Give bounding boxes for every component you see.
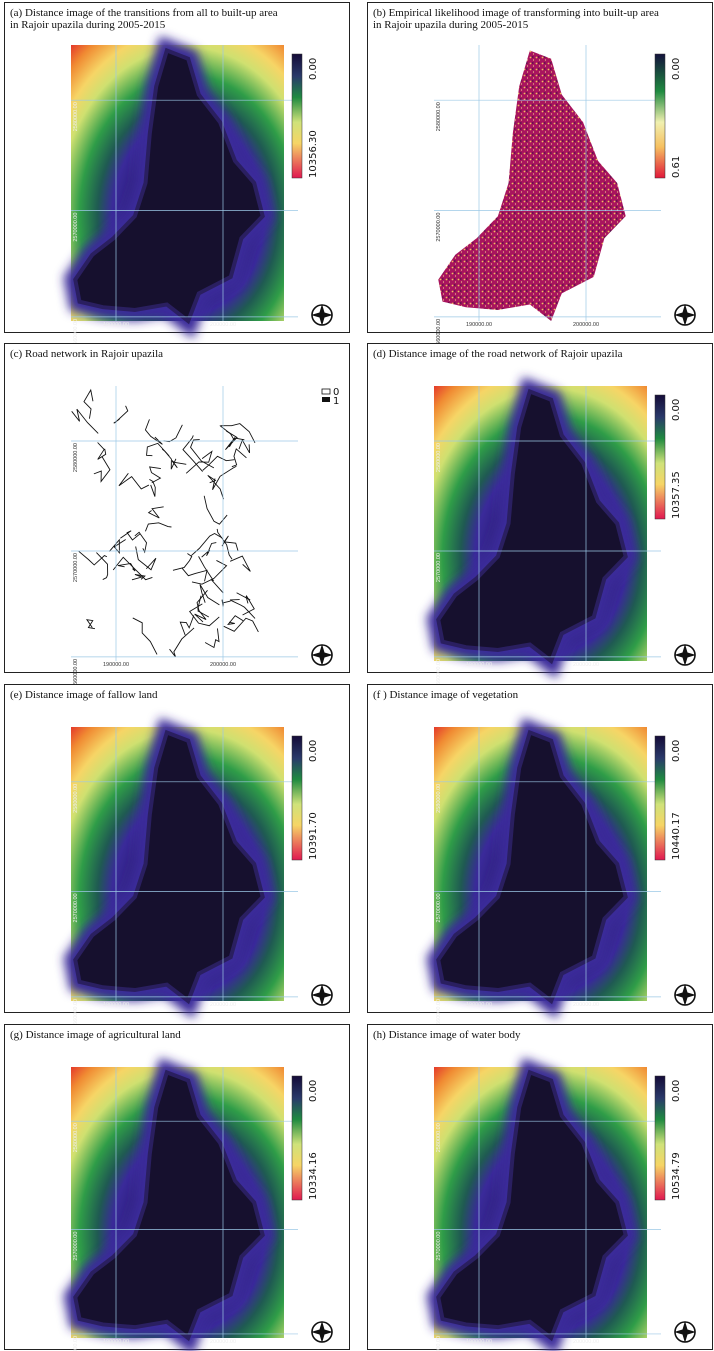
panel-border — [5, 344, 350, 673]
colorbar-label: 0.00 — [671, 1080, 682, 1102]
panel-title: (f ) Distance image of vegetation — [373, 689, 519, 701]
panel-title: (h) Distance image of water body — [373, 1029, 521, 1041]
x-coordinate-label: 190000.00 — [466, 662, 492, 668]
y-coordinate-label: 2560000.00 — [436, 1336, 442, 1351]
map — [71, 727, 284, 1001]
colorbar — [292, 736, 302, 860]
colorbar-label: 0.61 — [671, 156, 682, 178]
colorbar — [655, 1076, 665, 1200]
colorbar-label: 10334.16 — [308, 1152, 319, 1200]
panel-title: (d) Distance image of the road network o… — [373, 348, 623, 360]
y-coordinate-label: 2560000.00 — [436, 999, 442, 1028]
y-coordinate-label: 2560000.00 — [436, 659, 442, 688]
colorbar-label: 0.00 — [671, 399, 682, 421]
y-coordinate-label: 2560000.00 — [73, 659, 79, 688]
x-coordinate-label: 200000.00 — [210, 1339, 236, 1345]
x-coordinate-label: 200000.00 — [573, 322, 599, 328]
x-coordinate-label: 190000.00 — [103, 322, 129, 328]
panel: (h) Distance image of water body 2580000.… — [368, 1025, 713, 1351]
panel-title: (e) Distance image of fallow land — [10, 689, 158, 701]
y-coordinate-label: 2580000.00 — [73, 443, 79, 472]
y-coordinate-label: 2580000.00 — [73, 784, 79, 813]
y-coordinate-label: 2580000.00 — [436, 1123, 442, 1152]
panel-title: (c) Road network in Rajoir upazila — [10, 348, 163, 360]
x-coordinate-label: 190000.00 — [103, 1002, 129, 1008]
legend-swatch — [322, 397, 330, 402]
panel-title: (a) Distance image of the transitions fr… — [10, 7, 278, 19]
panel: (c) Road network in Rajoir upazila 258000… — [5, 344, 350, 688]
panel-title: in Rajoir upazila during 2005-2015 — [10, 19, 166, 31]
y-coordinate-label: 2580000.00 — [436, 784, 442, 813]
x-coordinate-label: 190000.00 — [103, 1339, 129, 1345]
x-coordinate-label: 200000.00 — [573, 1339, 599, 1345]
map — [71, 45, 284, 321]
y-coordinate-label: 2580000.00 — [73, 102, 79, 131]
x-coordinate-label: 200000.00 — [573, 662, 599, 668]
colorbar-label: 0.00 — [671, 58, 682, 80]
panel: (f ) Distance image of vegetation 2580000… — [368, 685, 713, 1028]
colorbar — [655, 395, 665, 519]
y-coordinate-label: 2570000.00 — [73, 893, 79, 922]
colorbar-label: 0.00 — [308, 58, 319, 80]
x-coordinate-label: 200000.00 — [210, 322, 236, 328]
panel: (b) Empirical likelihood image of transf… — [368, 3, 713, 348]
panel: (a) Distance image of the transitions fr… — [5, 3, 350, 348]
y-coordinate-label: 2570000.00 — [436, 213, 442, 242]
colorbar-label: 10357.35 — [671, 471, 682, 519]
colorbar — [655, 736, 665, 860]
figure: (a) Distance image of the transitions fr… — [0, 0, 714, 1351]
y-coordinate-label: 2570000.00 — [436, 553, 442, 582]
y-coordinate-label: 2560000.00 — [73, 1336, 79, 1351]
x-coordinate-label: 200000.00 — [210, 1002, 236, 1008]
map — [434, 386, 647, 661]
panel-title: (g) Distance image of agricultural land — [10, 1029, 181, 1041]
x-coordinate-label: 200000.00 — [573, 1002, 599, 1008]
panel-title: in Rajoir upazila during 2005-2015 — [373, 19, 529, 31]
y-coordinate-label: 2570000.00 — [73, 1232, 79, 1261]
colorbar-label: 0.00 — [308, 740, 319, 762]
panel: (d) Distance image of the road network o… — [368, 344, 713, 688]
y-coordinate-label: 2570000.00 — [436, 893, 442, 922]
y-coordinate-label: 2580000.00 — [436, 443, 442, 472]
colorbar-label: 10440.17 — [671, 812, 682, 860]
x-coordinate-label: 190000.00 — [466, 1002, 492, 1008]
panel: (e) Distance image of fallow land 2580000… — [5, 685, 350, 1028]
x-coordinate-label: 200000.00 — [210, 662, 236, 668]
panel: (g) Distance image of agricultural land 2… — [5, 1025, 350, 1351]
y-coordinate-label: 2570000.00 — [73, 553, 79, 582]
colorbar-label: 10356.30 — [308, 130, 319, 178]
x-coordinate-label: 190000.00 — [103, 662, 129, 668]
y-coordinate-label: 2570000.00 — [73, 213, 79, 242]
map — [434, 1067, 647, 1338]
map — [434, 727, 647, 1001]
colorbar-label: 0.00 — [308, 1080, 319, 1102]
y-coordinate-label: 2580000.00 — [436, 102, 442, 131]
colorbar — [292, 54, 302, 178]
legend-label: 1 — [333, 396, 339, 407]
legend-swatch — [322, 389, 330, 394]
x-coordinate-label: 190000.00 — [466, 1339, 492, 1345]
colorbar-label: 10534.79 — [671, 1152, 682, 1200]
y-coordinate-label: 2570000.00 — [436, 1232, 442, 1261]
y-coordinate-label: 2580000.00 — [73, 1123, 79, 1152]
x-coordinate-label: 190000.00 — [466, 322, 492, 328]
colorbar-label: 10391.70 — [308, 812, 319, 860]
colorbar — [655, 54, 665, 178]
panel-title: (b) Empirical likelihood image of transf… — [373, 7, 659, 19]
y-coordinate-label: 2560000.00 — [73, 999, 79, 1028]
colorbar-label: 0.00 — [671, 740, 682, 762]
map — [71, 1067, 284, 1338]
colorbar — [292, 1076, 302, 1200]
